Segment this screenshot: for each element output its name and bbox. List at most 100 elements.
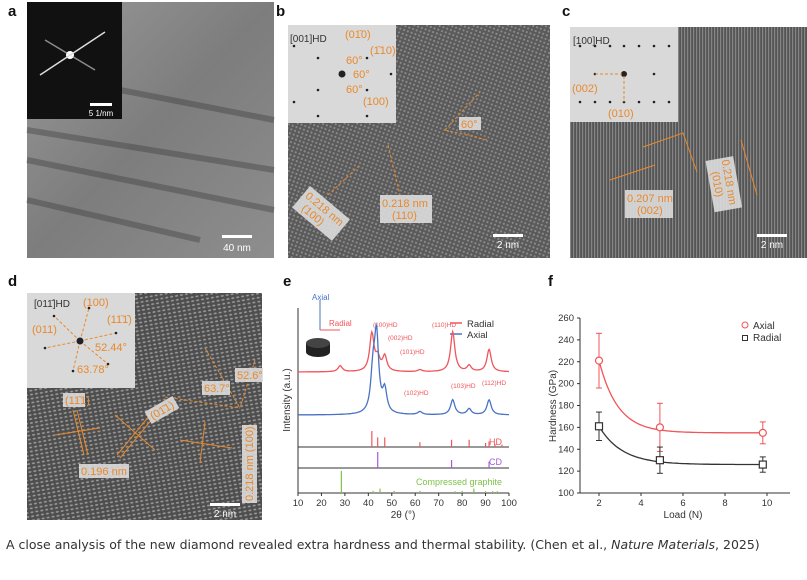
scale-bar-label: 2 nm <box>214 509 236 520</box>
scale-bar-label: 2 nm <box>761 240 783 251</box>
d-spacing-label: 0.218 nm (100) <box>244 426 256 501</box>
data-point-axial <box>655 423 665 432</box>
y-tick-label: 180 <box>558 401 574 412</box>
plane-label: (1̄10) <box>370 45 396 57</box>
x-tick-label: 2 <box>596 498 601 509</box>
angle-label: 60° <box>346 84 363 96</box>
plane-label: (002) <box>637 205 663 217</box>
data-point-radial <box>594 422 604 431</box>
scale-bar <box>222 235 252 238</box>
plane-label: (010) <box>709 171 725 198</box>
ref-label-cd: CD <box>489 457 502 467</box>
x-tick-label: 70 <box>433 498 444 509</box>
panel-e-xrd-chart: e Axial Radial Intensity (a.u.) 2θ (°) R… <box>282 273 517 521</box>
data-point-radial <box>758 460 767 469</box>
y-tick-label: 120 <box>558 466 574 477</box>
legend-axial: Axial <box>753 321 775 332</box>
radial-label: Radial <box>329 319 352 328</box>
figure: a 5 1/nm 40 nm b [001]HD (01̄0) (1̄10) 6… <box>8 2 807 521</box>
panel-letter: a <box>8 3 17 20</box>
figure-caption: A close analysis of the new diamond reve… <box>6 535 804 555</box>
x-tick-label: 40 <box>363 498 374 509</box>
plane-label: (01̄0) <box>345 29 371 41</box>
angle-label: 52.6° <box>237 370 263 382</box>
data-point-axial <box>758 428 767 437</box>
d-spacing-label: 0.196 nm <box>81 466 127 478</box>
panel-f-hardness-chart: f Hardness (GPa) Load (N) Axial Radial 1… <box>548 273 790 521</box>
xrd-curve-radial <box>298 329 509 373</box>
x-tick-label: 90 <box>480 498 491 509</box>
peak-label: (110)HD <box>432 322 456 329</box>
panel-letter: f <box>548 273 554 290</box>
x-tick-label: 80 <box>457 498 468 509</box>
legend-axial: Axial <box>467 330 488 341</box>
fit-curve-radial <box>598 425 763 466</box>
ref-label-hd: HD <box>489 437 502 447</box>
scale-bar-label: 2 nm <box>497 240 519 251</box>
angle-label: 60° <box>353 69 370 81</box>
x-tick-label: 60 <box>410 498 421 509</box>
diffraction-inset <box>27 2 122 119</box>
peak-label: (100)HD <box>373 322 398 329</box>
angle-label: 52.44° <box>95 342 127 354</box>
y-tick-label: 220 <box>558 357 574 368</box>
y-tick-label: 100 <box>558 488 574 499</box>
x-tick-label: 6 <box>680 498 685 509</box>
y-tick-label: 240 <box>558 335 574 346</box>
x-tick-label: 20 <box>316 498 327 509</box>
zone-axis-label: [100]HD <box>573 36 610 47</box>
panel-letter: e <box>283 273 291 290</box>
data-point-axial <box>594 356 604 365</box>
y-axis-label: Intensity (a.u.) <box>282 368 293 431</box>
plane-label: (110) <box>392 210 417 222</box>
panel-b: b [001]HD (01̄0) (1̄10) 60° 60° 60° (100… <box>276 3 550 258</box>
plane-label: (11̄1̄) <box>107 314 132 326</box>
angle-label: 60° <box>346 55 363 67</box>
angle-label: 63.78° <box>77 364 109 376</box>
fit-curve-axial <box>598 360 763 434</box>
zone-axis-label: [001]HD <box>290 34 327 45</box>
panel-letter: d <box>8 273 17 290</box>
zone-axis-label: [011̄]HD <box>34 299 70 310</box>
peak-label: (002)HD <box>388 335 413 342</box>
legend-radial: Radial <box>753 333 781 344</box>
x-tick-label: 4 <box>638 498 643 509</box>
y-axis-label: Hardness (GPa) <box>548 370 559 442</box>
scale-bar <box>210 503 240 506</box>
angle-label: 63.7° <box>204 383 230 395</box>
x-tick-label: 8 <box>722 498 727 509</box>
x-tick-label: 10 <box>293 498 304 509</box>
x-tick-label: 30 <box>340 498 351 509</box>
peak-label: (112)HD <box>482 380 506 387</box>
x-tick-label: 10 <box>762 498 773 509</box>
y-tick-label: 260 <box>558 313 574 324</box>
xrd-curve-axial <box>298 322 509 416</box>
peak-label: (102)HD <box>404 390 429 397</box>
d-spacing-label: 0.207 nm <box>627 193 673 205</box>
peak-label: (101)HD <box>400 349 425 356</box>
panel-a: a 5 1/nm 40 nm <box>8 2 275 258</box>
x-tick-label: 50 <box>386 498 397 509</box>
panel-letter: b <box>276 3 285 20</box>
x-tick-label: 100 <box>501 498 517 509</box>
panel-c: c [100]HD (002) (010) 0.207 nm (002) 0.2… <box>562 3 807 258</box>
plane-label: (11̄1) <box>65 395 90 407</box>
plane-label: (010) <box>608 108 634 120</box>
plane-label: (011) <box>32 324 57 336</box>
x-axis-label: Load (N) <box>664 510 703 521</box>
caption-text: , 2025) <box>715 537 760 552</box>
plane-label: (002) <box>572 83 598 95</box>
angle-label: 60° <box>461 119 478 131</box>
journal-name: Nature Materials <box>611 537 716 552</box>
data-point-radial <box>655 456 665 465</box>
scale-bar <box>757 234 787 237</box>
x-axis-label: 2θ (°) <box>391 510 416 521</box>
plane-label: (100) <box>363 96 389 108</box>
plane-label: (100) <box>83 297 109 309</box>
scale-bar-label: 5 1/nm <box>89 109 114 118</box>
panel-d: d [011̄]HD (100) (011) (11̄1̄) 52.44° 63… <box>8 273 263 520</box>
peak-label: (103)HD <box>451 383 476 390</box>
y-tick-label: 200 <box>558 379 574 390</box>
y-tick-label: 160 <box>558 422 574 433</box>
panel-letter: c <box>562 3 570 20</box>
